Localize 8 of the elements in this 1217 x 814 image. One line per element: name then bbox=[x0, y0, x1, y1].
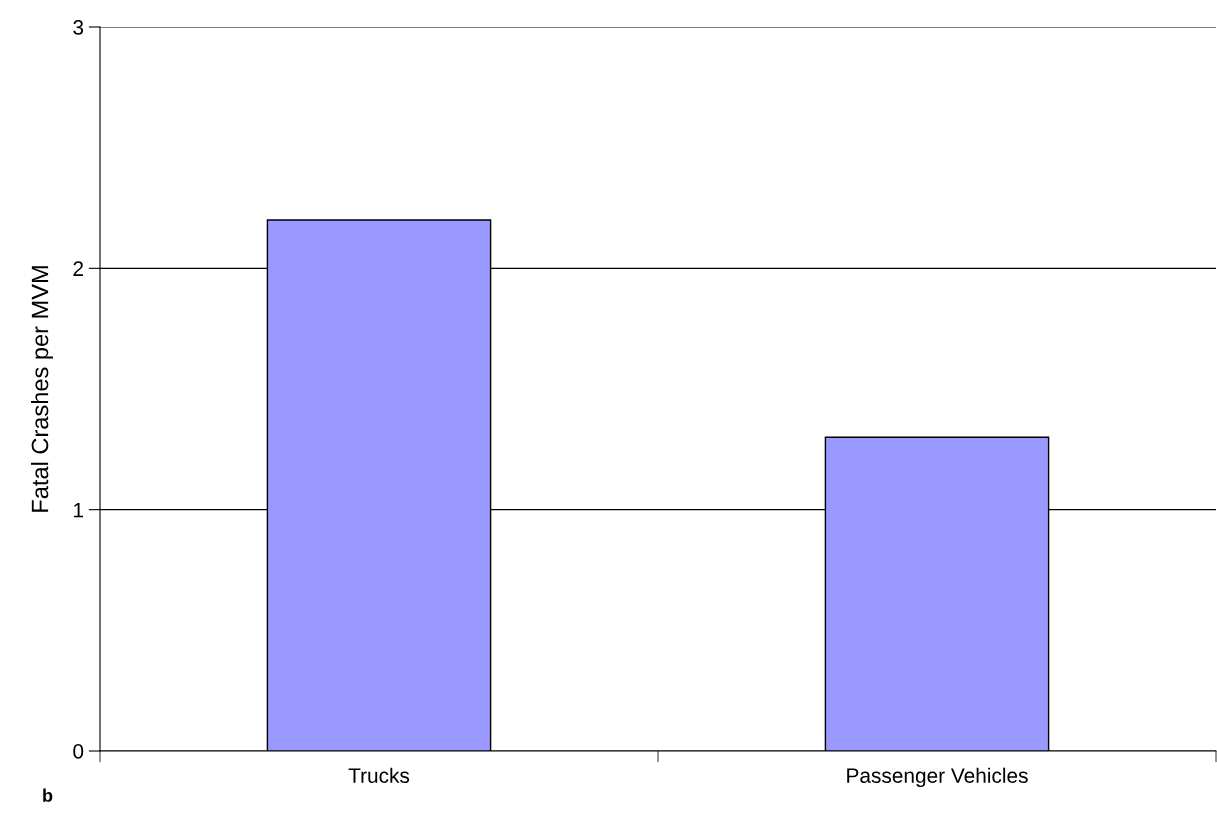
text: b bbox=[43, 788, 53, 802]
y-tick-label: 0 bbox=[73, 744, 84, 759]
y-axis-title: Fatal Crashes per MVM bbox=[30, 266, 53, 512]
x-tick-label: Passenger Vehicles bbox=[847, 767, 1028, 788]
y-tick-label: 2 bbox=[73, 261, 83, 276]
x-tick-label: Trucks bbox=[348, 767, 410, 783]
y-tick-label: 1 bbox=[74, 502, 84, 518]
y-tick-label: 3 bbox=[73, 20, 84, 35]
